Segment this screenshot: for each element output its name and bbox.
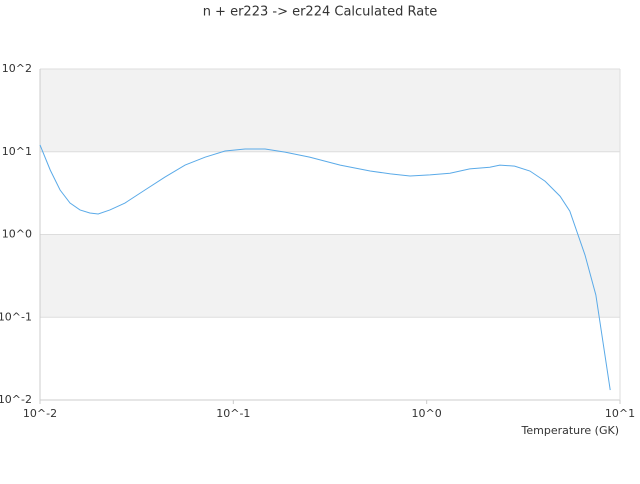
grid-band <box>40 234 620 318</box>
grid-band <box>40 69 620 152</box>
x-tick-label: 10^0 <box>412 407 442 420</box>
x-axis-label: Temperature (GK) <box>521 424 620 437</box>
y-tick-label: 10^-2 <box>0 393 32 406</box>
series-line <box>39 144 611 391</box>
chart-title: n + er223 -> er224 Calculated Rate <box>203 5 438 20</box>
x-tick-label: 10^1 <box>605 407 635 420</box>
x-tick-label: 10^-1 <box>216 407 250 420</box>
y-tick-label: 10^0 <box>2 228 32 241</box>
y-tick-label: 10^2 <box>2 62 32 75</box>
x-tick-label: 10^-2 <box>23 407 57 420</box>
y-tick-label: 10^-1 <box>0 310 32 323</box>
y-tick-label: 10^1 <box>2 145 32 158</box>
